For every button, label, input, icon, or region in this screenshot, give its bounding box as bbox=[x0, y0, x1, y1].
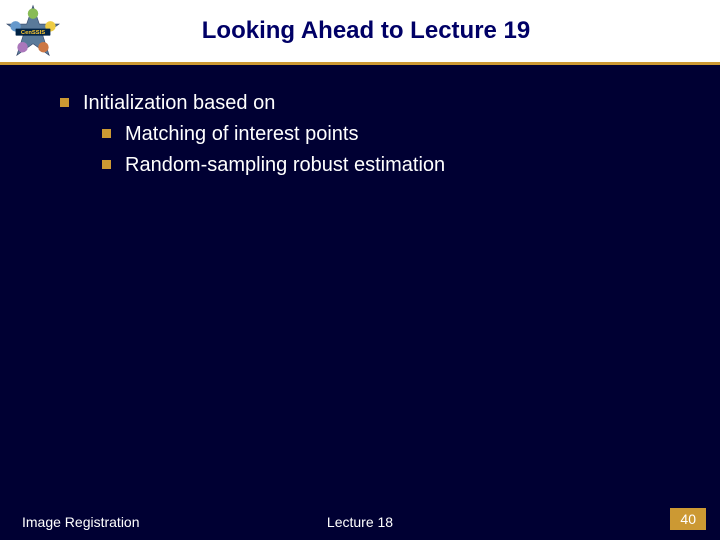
bullet-text: Matching of interest points bbox=[125, 120, 358, 149]
slide-header: CenSSIS Looking Ahead to Lecture 19 bbox=[0, 0, 720, 62]
slide-footer: Image Registration Lecture 18 40 bbox=[0, 514, 720, 530]
svg-text:CenSSIS: CenSSIS bbox=[21, 30, 45, 36]
bullet-item: Random-sampling robust estimation bbox=[102, 151, 670, 180]
bullet-item: Initialization based on bbox=[60, 89, 670, 118]
censsis-logo: CenSSIS bbox=[4, 2, 62, 60]
slide-title: Looking Ahead to Lecture 19 bbox=[62, 17, 720, 45]
bullet-square-icon bbox=[102, 160, 111, 169]
footer-left-text: Image Registration bbox=[22, 514, 140, 530]
bullet-square-icon bbox=[102, 129, 111, 138]
bullet-item: Matching of interest points bbox=[102, 120, 670, 149]
bullet-text: Random-sampling robust estimation bbox=[125, 151, 445, 180]
bullet-text: Initialization based on bbox=[83, 89, 275, 118]
bullet-square-icon bbox=[60, 98, 69, 107]
page-number-badge: 40 bbox=[670, 508, 706, 530]
slide-content: Initialization based on Matching of inte… bbox=[0, 65, 720, 180]
